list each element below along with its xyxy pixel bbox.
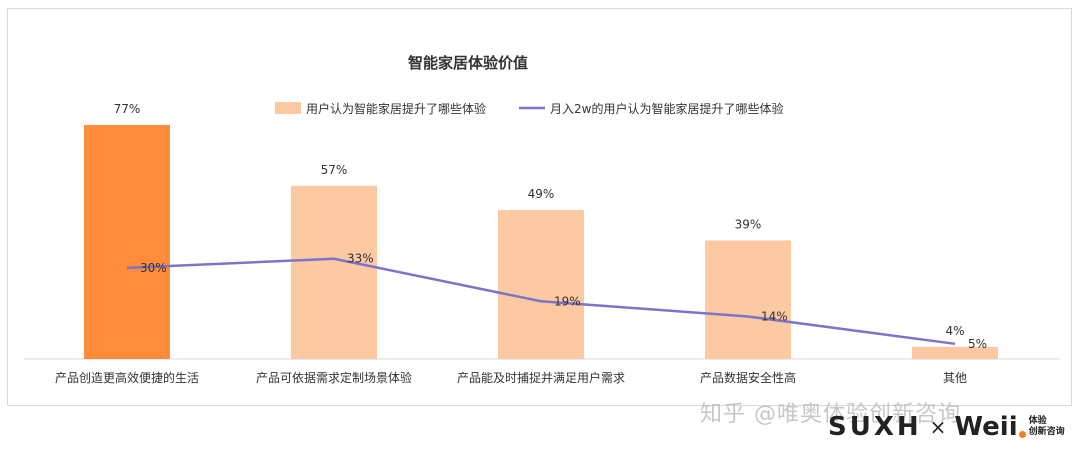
bar-value-label-1: 77% <box>114 102 141 116</box>
legend-label-bar: 用户认为智能家居提升了哪些体验 <box>306 101 486 116</box>
brand-logo-left: SUXH <box>828 412 922 442</box>
bar-1 <box>84 125 170 359</box>
bar-value-label-2: 57% <box>321 163 348 177</box>
bar-2 <box>291 185 377 359</box>
line-value-label-3: 19% <box>554 294 581 308</box>
legend: 用户认为智能家居提升了哪些体验 月入2w的用户认为智能家居提升了哪些体验 <box>275 101 783 116</box>
brand-subtitle-line1: 体验 <box>1028 416 1047 426</box>
series-line <box>126 257 956 346</box>
bar-value-label-5: 4% <box>945 324 964 338</box>
line-labels-group: 30% 33% 19% 14% 5% <box>140 252 987 351</box>
brand-logo-block: SUXH × Weii 体验 创新咨询 <box>828 412 1065 442</box>
line-value-label-5: 5% <box>968 337 987 351</box>
category-label-5: 其他 <box>943 371 967 385</box>
bar-5 <box>912 346 998 359</box>
watermark-text: 知乎 @唯奥体验创新咨询 <box>700 402 961 427</box>
line-value-label-2: 33% <box>347 252 374 266</box>
category-label-2: 产品可依据需求定制场景体验 <box>256 370 412 385</box>
brand-logo-right: Weii <box>954 412 1018 442</box>
bars-group <box>84 125 998 359</box>
chart-title: 智能家居体验价值 <box>408 54 528 72</box>
category-label-4: 产品数据安全性高 <box>700 370 796 385</box>
line-value-label-4: 14% <box>761 309 788 323</box>
legend-swatch-bar <box>275 102 301 114</box>
bar-value-label-4: 39% <box>735 217 762 231</box>
brand-separator: × <box>929 415 947 439</box>
legend-label-line: 月入2w的用户认为智能家居提升了哪些体验 <box>550 101 783 116</box>
bar-value-label-3: 49% <box>528 187 555 201</box>
bar-4 <box>705 240 791 359</box>
category-label-1: 产品创造更高效便捷的生活 <box>55 370 199 385</box>
brand-subtitle-line2: 创新咨询 <box>1028 427 1065 437</box>
brand-subtitle: 体验 创新咨询 <box>1029 416 1065 438</box>
brand-dot-icon <box>1018 430 1026 438</box>
category-labels-group: 产品创造更高效便捷的生活 产品可依据需求定制场景体验 产品能及时捕捉并满足用户需求 产… <box>55 370 967 385</box>
bar-3 <box>498 210 584 359</box>
line-value-label-1: 30% <box>140 261 167 275</box>
bar-labels-group: 77% 57% 49% 39% 4% <box>114 102 965 338</box>
category-label-3: 产品能及时捕捉并满足用户需求 <box>457 370 625 385</box>
